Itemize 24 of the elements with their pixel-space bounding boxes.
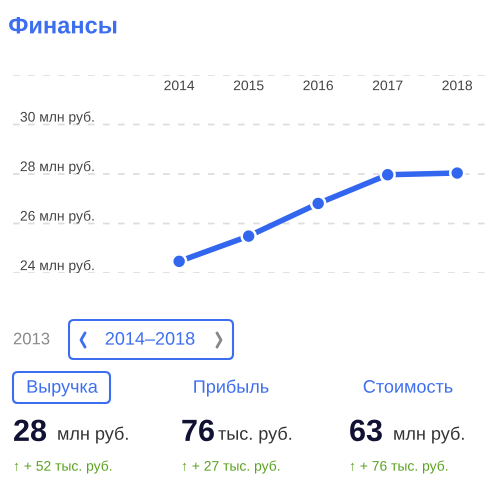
text: 63	[350, 420, 382, 442]
text: тыс. руб.	[218, 426, 292, 444]
text: 76	[182, 420, 214, 442]
text: Прибыль	[194, 380, 268, 396]
text: Стоимость	[364, 380, 452, 393]
y-tick-label: 26 млн руб.	[20, 210, 94, 224]
text: ↑ + 52 тыс. руб.	[14, 460, 112, 474]
x-tick-label: 2016	[303, 80, 334, 90]
text: млн руб.	[58, 426, 128, 444]
text: млн руб.	[394, 426, 464, 444]
x-tick-label: 2014	[164, 80, 194, 90]
text: ↑ + 27 тыс. руб.	[182, 460, 280, 474]
y-tick-label: 28 млн руб.	[20, 160, 94, 174]
text: 2014–2018	[106, 332, 194, 345]
y-tick-label: 30 млн руб.	[20, 111, 94, 124]
y-tick-label: 24 млн руб.	[20, 260, 94, 273]
text: 28	[14, 420, 46, 442]
x-tick-label: 2018	[442, 80, 472, 90]
text: ↑ + 76 тыс. руб.	[350, 460, 448, 474]
x-tick-label: 2015	[234, 80, 264, 90]
text: 2013	[14, 332, 50, 344]
chart-title: Финансы	[9, 16, 116, 34]
text: Выручка	[28, 380, 98, 396]
x-tick-label: 2017	[372, 80, 402, 90]
